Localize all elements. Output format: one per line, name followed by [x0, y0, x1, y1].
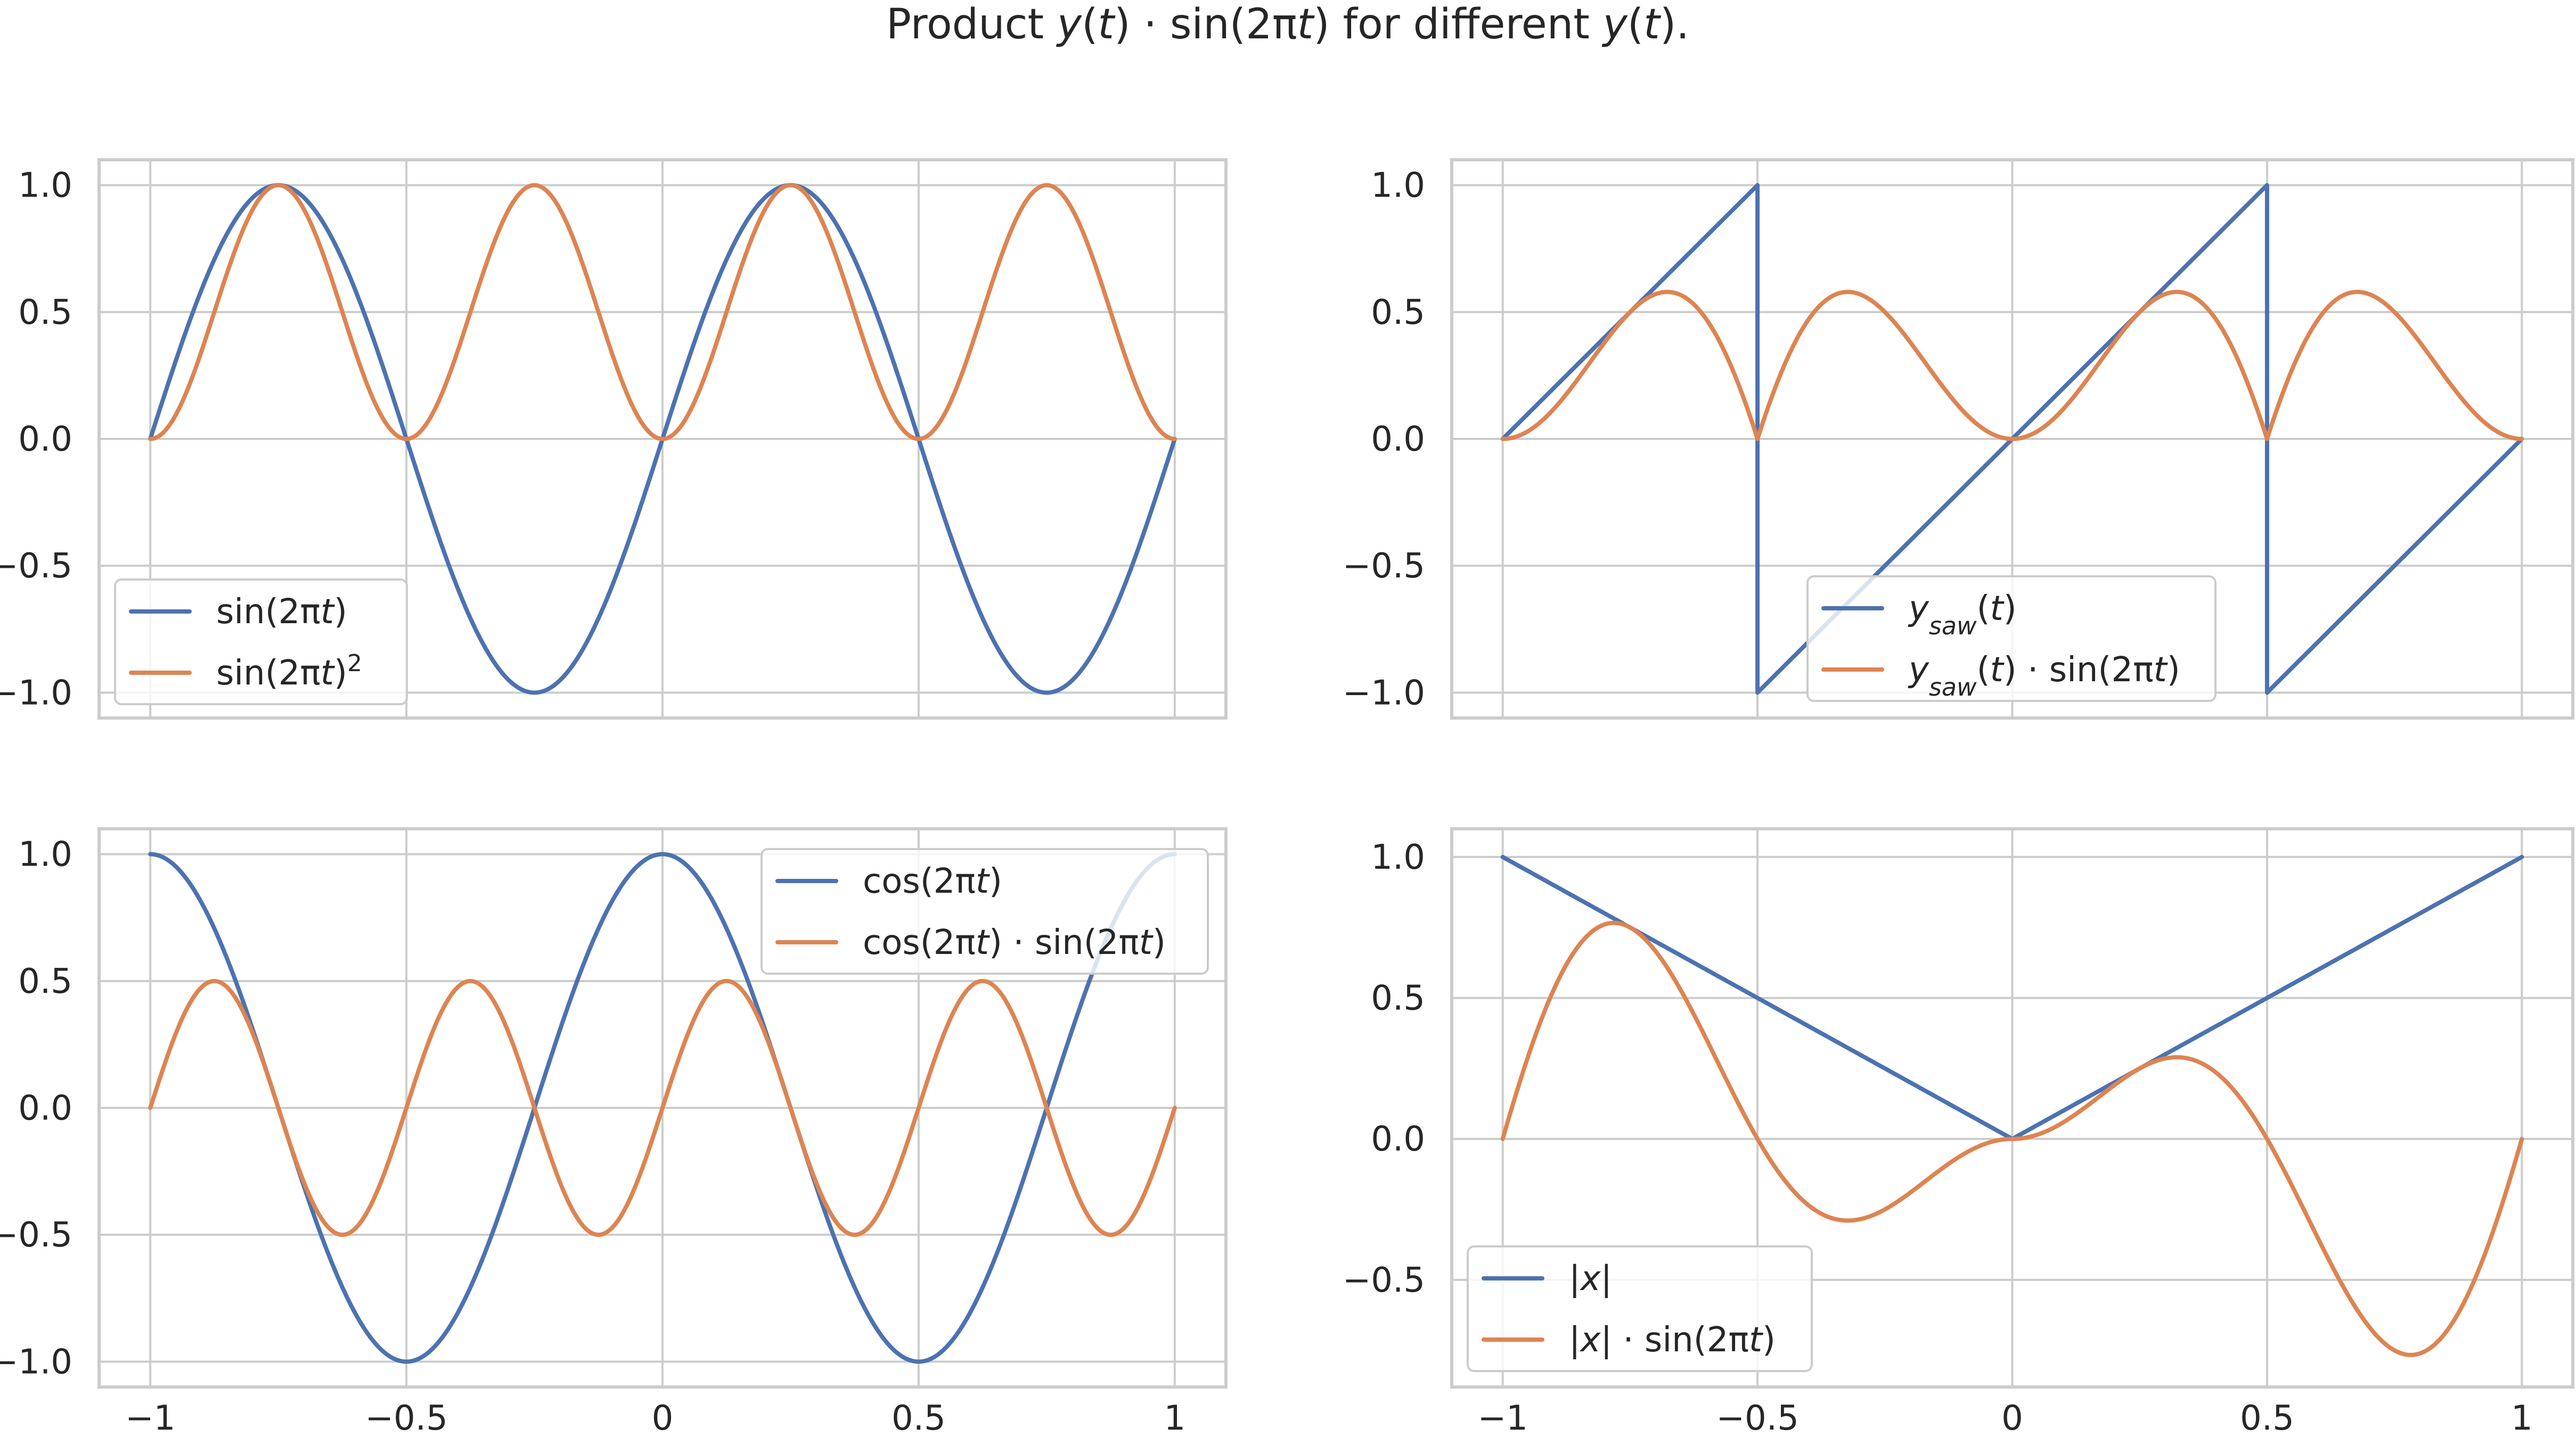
- y-tick-label: −1.0: [1343, 673, 1425, 713]
- legend-box: [760, 848, 1209, 975]
- series-line-saw-times-sin: [1500, 290, 2524, 441]
- series-line-cos-times-sin: [148, 978, 1177, 1237]
- x-tick-label: 1: [1164, 1399, 1185, 1438]
- y-tick-label: 0.0: [18, 1089, 72, 1128]
- subplot-bottom-left: −1 −0.5 0 0.5 1 −1.0 −0.5 0.0 0.5 1.0 cos(2πt) co…: [0, 827, 1228, 1438]
- y-tick-label: 0.5: [1371, 293, 1425, 332]
- y-tick-label: 0.5: [1371, 979, 1425, 1018]
- y-tick-label: −0.5: [0, 1216, 72, 1255]
- y-tick-label: −1.0: [0, 1342, 72, 1382]
- legend-box: [1467, 1245, 1813, 1372]
- y-tick-label: −0.5: [1343, 1261, 1425, 1300]
- legend-box: [1806, 575, 2217, 702]
- legend: |x| |x| · sin(2πt): [1467, 1245, 1813, 1372]
- legend-label-sin-squared: sin(2πt)2: [216, 650, 362, 694]
- series-line-cos: [148, 852, 1177, 1364]
- legend-label-cos: cos(2πt): [863, 862, 1002, 901]
- axes-frame: [1450, 827, 2574, 1389]
- x-tick-label: 0.5: [892, 1399, 946, 1438]
- y-tick-label: −1.0: [0, 673, 72, 713]
- legend-label-cos-times-sin: cos(2πt) · sin(2πt): [863, 923, 1166, 962]
- y-tick-label: 1.0: [1371, 166, 1425, 206]
- x-tick-label: −0.5: [1716, 1399, 1798, 1438]
- legend: ysaw(t) ysaw(t) · sin(2πt): [1806, 575, 2217, 702]
- x-tick-label: 0.5: [2240, 1399, 2294, 1438]
- x-tick-label: 0: [652, 1399, 674, 1438]
- legend-label-saw: ysaw(t): [1908, 589, 2017, 640]
- legend: sin(2πt) sin(2πt)2: [114, 578, 408, 705]
- x-tick-label: 1: [2511, 1399, 2533, 1438]
- y-tick-label: 1.0: [18, 166, 72, 206]
- x-tick-label: −0.5: [365, 1399, 447, 1438]
- legend-label-sin: sin(2πt): [216, 592, 347, 632]
- series-line-abs-times-sin: [1500, 920, 2524, 1357]
- y-tick-label: 0.0: [1371, 420, 1425, 459]
- y-tick-label: 1.0: [1371, 838, 1425, 877]
- axes-frame: [97, 158, 1228, 720]
- legend-label-saw-times-sin: ysaw(t) · sin(2πt): [1908, 650, 2180, 701]
- legend-label-abs-times-sin: |x| · sin(2πt): [1569, 1320, 1776, 1360]
- y-tick-label: −0.5: [1343, 546, 1425, 586]
- x-tick-label: 0: [2001, 1399, 2023, 1438]
- series-line-sin-squared: [148, 183, 1177, 441]
- axes-frame: [97, 827, 1228, 1389]
- y-tick-label: 0.5: [18, 293, 72, 332]
- y-tick-label: 0.0: [18, 420, 72, 459]
- axes-frame: [1450, 158, 2574, 720]
- x-tick-label: −1: [1478, 1399, 1528, 1438]
- x-tick-label: −1: [125, 1399, 175, 1438]
- subplot-bottom-right: −1 −0.5 0 0.5 1 −0.5 0.0 0.5 1.0 |x| |x| · sin(2…: [1343, 827, 2574, 1438]
- y-tick-label: 0.5: [18, 962, 72, 1001]
- y-tick-label: 0.0: [1371, 1120, 1425, 1159]
- figure-title: Product y(t) · sin(2πt) for different y(…: [886, 1, 1689, 48]
- legend: cos(2πt) cos(2πt) · sin(2πt): [760, 848, 1209, 975]
- y-tick-label: 1.0: [18, 835, 72, 875]
- legend-label-abs: |x|: [1569, 1259, 1612, 1299]
- subplot-top-right: −1.0 −0.5 0.0 0.5 1.0 ysaw(t) ysaw(t) · sin(…: [1343, 158, 2574, 720]
- y-tick-label: −0.5: [0, 546, 72, 586]
- subplot-top-left: −1.0 −0.5 0.0 0.5 1.0 sin(2πt) sin(2πt)2: [0, 158, 1228, 720]
